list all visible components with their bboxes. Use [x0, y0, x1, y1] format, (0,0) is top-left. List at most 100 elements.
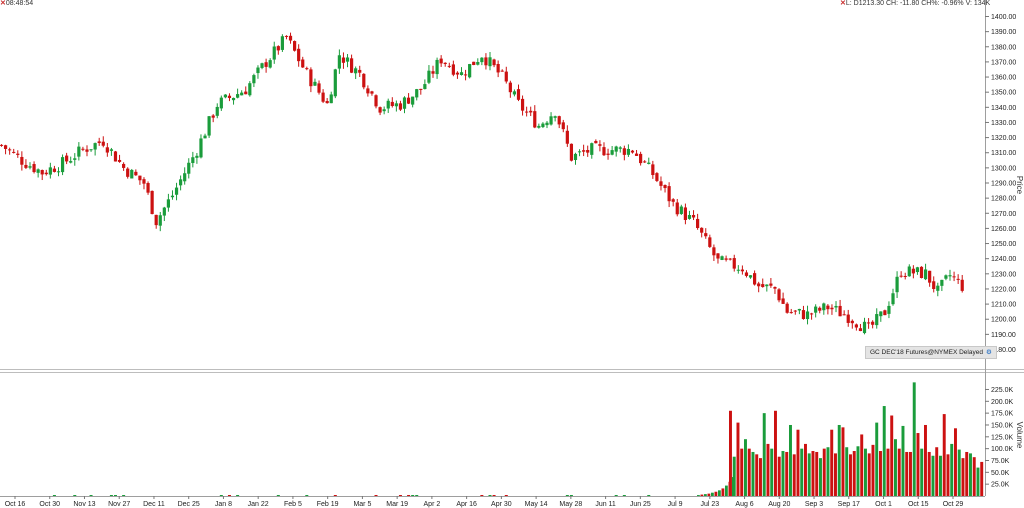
- volume-bar: [961, 458, 965, 496]
- candle-body: [785, 303, 789, 313]
- candle-body: [814, 306, 818, 313]
- candle-body: [634, 153, 639, 156]
- candle-body: [146, 183, 150, 193]
- price-tick-label: 1200.00: [991, 317, 1016, 324]
- price-tick-label: 1290.00: [991, 181, 1016, 188]
- candle-body: [264, 62, 268, 67]
- price-tick-label: 1350.00: [991, 90, 1016, 97]
- candle-body: [700, 227, 704, 233]
- volume-bar: [622, 495, 626, 496]
- candle-body: [618, 147, 622, 149]
- candle-body: [101, 141, 105, 146]
- volume-bar: [864, 448, 867, 496]
- volume-bar: [950, 443, 954, 496]
- candle-body: [158, 215, 162, 226]
- date-tick-label: Jan 22: [248, 501, 269, 508]
- candle-body: [476, 61, 480, 65]
- candle-body: [915, 267, 920, 273]
- price-tick-label: 1340.00: [991, 105, 1016, 112]
- candle-body: [753, 273, 757, 285]
- candle-body: [862, 321, 867, 334]
- volume-bar: [700, 494, 704, 496]
- volume-bar: [711, 492, 714, 496]
- volume-bar: [729, 410, 732, 496]
- candle-body: [940, 279, 944, 286]
- price-tick-label: 1230.00: [991, 271, 1016, 278]
- candle-body: [773, 287, 777, 289]
- date-tick-label: Dec 25: [178, 501, 200, 508]
- date-tick-label: Oct 30: [39, 501, 60, 508]
- date-tick-label: Apr 30: [491, 501, 512, 508]
- volume-bar: [697, 495, 700, 496]
- candle-body: [545, 122, 549, 126]
- volume-bar: [860, 434, 864, 496]
- gear-icon[interactable]: ⚙: [985, 349, 992, 356]
- candle-body: [757, 283, 761, 287]
- close-icon[interactable]: ✕: [0, 0, 6, 7]
- candle-body: [109, 149, 114, 151]
- volume-bar: [819, 458, 822, 496]
- candle-body: [260, 63, 264, 68]
- price-tick-label: 1300.00: [991, 165, 1016, 172]
- candle-body: [675, 202, 679, 215]
- volume-bar: [759, 458, 762, 496]
- volume-bar: [811, 451, 815, 496]
- candle-body: [716, 253, 720, 259]
- candle-body: [911, 268, 915, 274]
- candle-body: [179, 179, 183, 186]
- price-tick-label: 1250.00: [991, 241, 1016, 248]
- candle-body: [402, 97, 407, 109]
- candle-body: [122, 163, 126, 168]
- volume-bar: [912, 382, 916, 496]
- candle-body: [712, 247, 716, 256]
- volume-bar: [785, 451, 789, 496]
- price-tick-label: 1190.00: [991, 332, 1016, 339]
- candle-body: [838, 305, 842, 317]
- candle-body: [56, 171, 61, 173]
- clock: ✕08:48:54: [0, 0, 33, 7]
- instrument-badge[interactable]: GC DEC'18 Futures@NYMEX Delayed ⚙: [865, 346, 997, 359]
- volume-bar: [849, 454, 852, 496]
- candle-body: [195, 155, 199, 158]
- date-tick-label: Dec 11: [143, 501, 165, 508]
- volume-bar: [800, 448, 804, 496]
- candle-body: [516, 89, 521, 100]
- candle-body: [362, 73, 366, 88]
- close-icon[interactable]: ✕: [840, 0, 846, 7]
- candle-body: [492, 59, 496, 66]
- volume-bar: [931, 455, 935, 496]
- candle-body: [520, 98, 525, 111]
- candle-body: [231, 97, 236, 101]
- candle-body: [854, 324, 858, 328]
- candle-body: [191, 157, 195, 164]
- volume-bar: [492, 495, 496, 496]
- candle-body: [411, 96, 415, 105]
- price-tick-label: 1240.00: [991, 256, 1016, 263]
- volume-bar: [736, 422, 740, 496]
- candle-body: [944, 275, 948, 279]
- volume-bar: [747, 448, 751, 496]
- candle-body: [822, 303, 826, 311]
- candle-body: [549, 116, 553, 125]
- price-tick-label: 1400.00: [991, 14, 1016, 21]
- candle-body: [85, 149, 89, 152]
- volume-bar: [725, 485, 728, 496]
- candle-body: [577, 151, 582, 153]
- date-tick-label: Feb 19: [317, 501, 339, 508]
- candle-body: [341, 57, 346, 63]
- candle-body: [207, 116, 211, 136]
- volume-bar: [886, 448, 890, 496]
- candle-body: [582, 150, 586, 152]
- candle-body: [923, 269, 928, 280]
- candle-body: [826, 305, 830, 310]
- candle-body: [126, 168, 130, 177]
- candle-body: [439, 58, 443, 64]
- quote-summary: ✕L: D1213.30 CH: -11.80 CH%: -0.96% V: 1…: [840, 0, 990, 7]
- candle-body: [496, 64, 500, 73]
- candle-body: [630, 150, 635, 153]
- volume-bar: [976, 467, 980, 496]
- candle-body: [643, 161, 647, 163]
- candle-body: [329, 94, 333, 104]
- candle-body: [451, 64, 455, 75]
- price-tick-label: 1180.00: [991, 347, 1016, 354]
